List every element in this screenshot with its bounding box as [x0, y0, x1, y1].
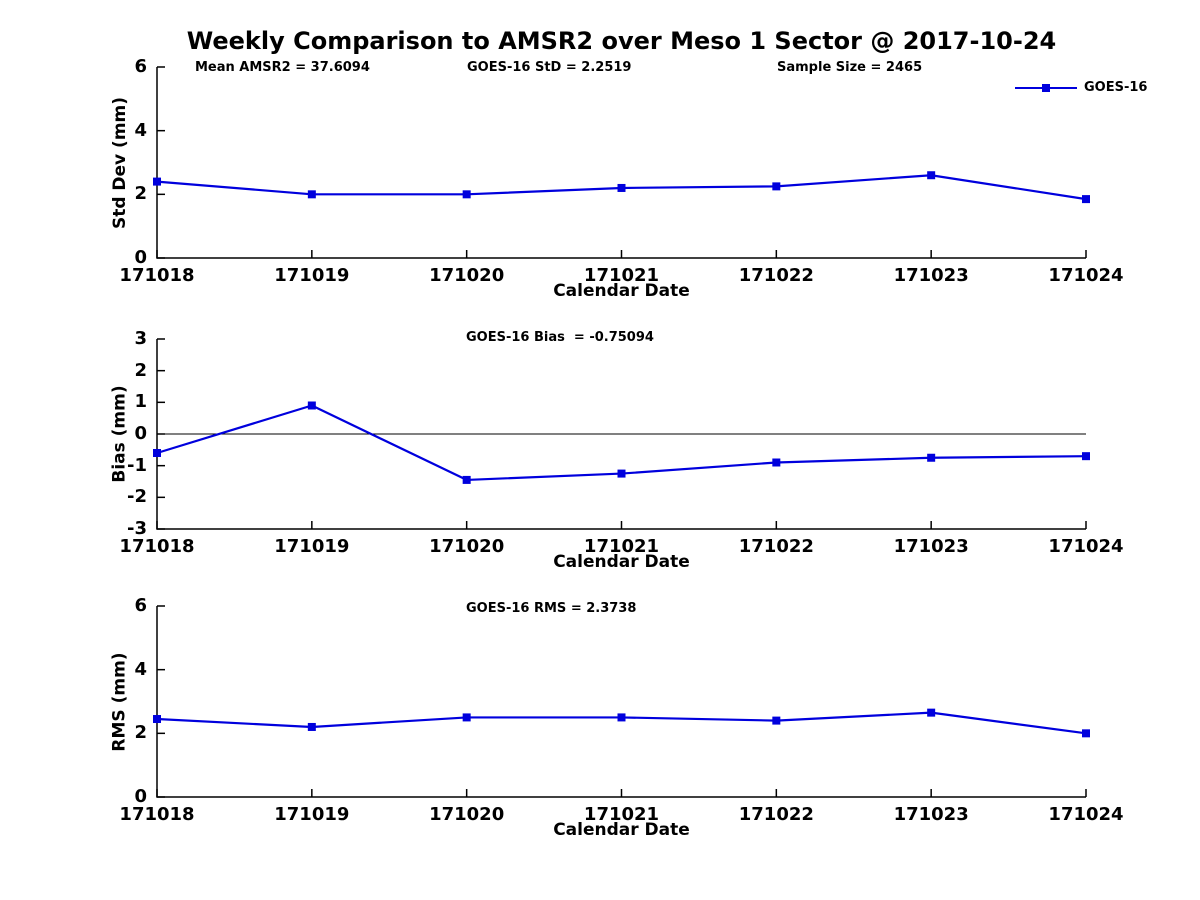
- data-point-marker: [617, 469, 626, 478]
- annotation-mean-amsr2: Mean AMSR2 = 37.6094: [195, 60, 370, 75]
- data-point-marker: [772, 182, 781, 191]
- x-tick-label: 171023: [893, 265, 969, 286]
- x-tick-label: 171022: [738, 265, 814, 286]
- x-tick-label: 171020: [429, 265, 505, 286]
- std-dev-chart: Std Dev (mm) Mean AMSR2 = 37.6094 GOES-1…: [0, 56, 1200, 301]
- y-tick-label: 2: [134, 183, 147, 205]
- figure-title: Weekly Comparison to AMSR2 over Meso 1 S…: [186, 27, 1057, 55]
- x-tick-label: 171020: [429, 804, 505, 825]
- x-tick-label: 171024: [1048, 536, 1124, 557]
- rms-plot-area: [153, 605, 1090, 798]
- x-axis-label: Calendar Date: [553, 820, 690, 840]
- x-tick-label: 171022: [738, 536, 814, 557]
- legend-label: GOES-16: [1084, 80, 1148, 95]
- data-point-marker: [307, 401, 316, 410]
- x-tick-label: 171021: [583, 804, 660, 825]
- annotation-goes16-bias: GOES-16 Bias = -0.75094: [466, 330, 654, 345]
- rms-y-axis-label-box: RMS (mm): [96, 606, 144, 797]
- data-point-marker: [927, 453, 936, 462]
- y-tick-label: 0: [134, 247, 147, 268]
- data-point-marker: [462, 475, 471, 484]
- data-point-marker: [772, 458, 781, 467]
- y-tick-label: 1: [134, 391, 147, 413]
- y-tick-label: 4: [134, 658, 147, 680]
- data-point-marker: [462, 190, 471, 199]
- x-tick-label: 171018: [119, 265, 195, 286]
- bias-chart: Bias (mm) GOES-16 Bias = -0.75094 Calend…: [0, 328, 1200, 572]
- data-point-marker: [1082, 195, 1090, 204]
- y-tick-label: 6: [134, 56, 147, 77]
- y-tick-label: 4: [134, 119, 147, 141]
- data-point-marker: [772, 716, 781, 725]
- x-tick-label: 171019: [274, 804, 350, 825]
- annotation-goes16-rms: GOES-16 RMS = 2.3738: [466, 601, 637, 616]
- bias-plot-area: [153, 338, 1090, 530]
- std-dev-y-axis-label-box: Std Dev (mm): [96, 67, 144, 258]
- x-tick-label: 171021: [583, 265, 660, 286]
- x-tick-label: 171023: [893, 536, 969, 557]
- data-point-marker: [462, 713, 471, 722]
- x-tick-label: 171018: [119, 536, 195, 557]
- y-tick-label: -1: [127, 454, 147, 476]
- y-tick-label: 6: [134, 595, 147, 616]
- x-tick-label: 171023: [893, 804, 969, 825]
- data-point-marker: [617, 713, 626, 722]
- y-axis-label: Std Dev (mm): [110, 96, 131, 229]
- x-tick-label: 171024: [1048, 265, 1124, 286]
- data-point-marker: [1082, 729, 1090, 738]
- y-tick-label: -3: [127, 518, 147, 539]
- rms-chart: RMS (mm) GOES-16 RMS = 2.3738 Calendar D…: [0, 595, 1200, 840]
- x-tick-label: 171022: [738, 804, 814, 825]
- x-tick-label: 171024: [1048, 804, 1124, 825]
- y-tick-label: 2: [134, 722, 147, 744]
- data-point-marker: [153, 715, 161, 724]
- legend-line-sample: [1015, 83, 1077, 93]
- std-dev-plot-area: [153, 66, 1090, 259]
- data-point-marker: [153, 449, 161, 457]
- x-tick-label: 171020: [429, 536, 505, 557]
- y-tick-label: 0: [134, 423, 147, 444]
- x-tick-label: 171021: [583, 536, 660, 557]
- legend: GOES-16: [1015, 80, 1147, 95]
- y-tick-label: -2: [127, 486, 147, 508]
- data-point-marker: [927, 171, 936, 180]
- data-point-marker: [1082, 452, 1090, 461]
- annotation-sample-size: Sample Size = 2465: [777, 60, 923, 75]
- legend-square-marker-icon: [1042, 83, 1050, 92]
- y-tick-label: 3: [134, 328, 147, 349]
- x-tick-label: 171019: [274, 265, 350, 286]
- data-point-marker: [153, 177, 161, 186]
- data-point-marker: [307, 722, 316, 731]
- data-point-marker: [617, 183, 626, 192]
- annotation-goes16-std: GOES-16 StD = 2.2519: [467, 60, 632, 75]
- x-tick-label: 171018: [119, 804, 195, 825]
- x-tick-label: 171019: [274, 536, 350, 557]
- data-point-marker: [307, 190, 316, 199]
- data-point-marker: [927, 708, 936, 717]
- x-axis-label: Calendar Date: [553, 552, 690, 572]
- x-axis-label: Calendar Date: [553, 281, 690, 301]
- series-line: [156, 404, 1087, 482]
- y-tick-label: 2: [134, 359, 147, 381]
- y-tick-label: 0: [134, 786, 147, 807]
